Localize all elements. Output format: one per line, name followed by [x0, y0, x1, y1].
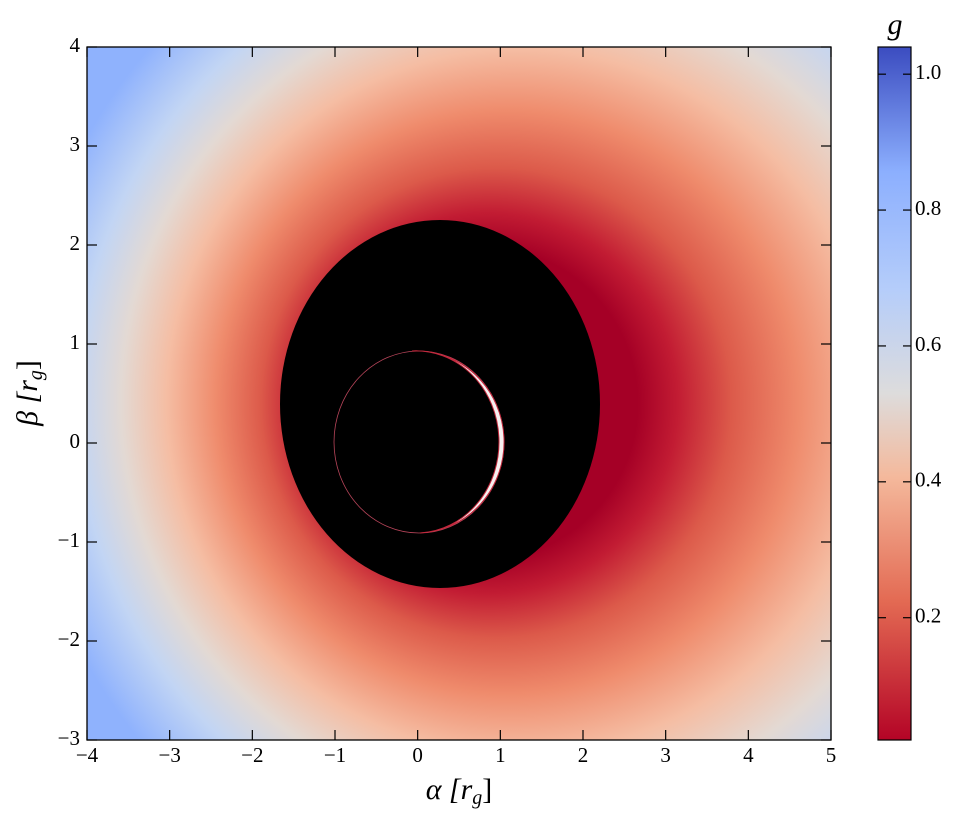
ring-crescent: [411, 350, 505, 534]
x-tick-label: −1: [324, 743, 346, 767]
x-tick-label: −3: [158, 743, 180, 767]
x-tick-label: 4: [743, 743, 754, 767]
plot-frame: [86, 46, 832, 741]
colorbar-tick-label: 0.6: [915, 332, 941, 356]
image: [87, 47, 831, 740]
colorbar-tick-label: 0.2: [915, 604, 941, 628]
y-tick-label: −2: [58, 627, 80, 651]
y-tick-label: 2: [70, 231, 81, 255]
y-tick-label: 3: [70, 132, 81, 156]
y-tick-label: 4: [70, 33, 81, 57]
y-tick-label: −3: [58, 726, 80, 750]
colorbar-tick-label: 0.4: [915, 468, 942, 492]
y-tick-label: 0: [70, 429, 81, 453]
x-tick-label: 1: [495, 743, 506, 767]
y-tick-label: −1: [58, 528, 80, 552]
x-tick-label: 5: [826, 743, 837, 767]
colorbar: [877, 46, 912, 741]
colorbar-label: g: [888, 8, 903, 41]
colorbar-tick-label: 1.0: [915, 60, 941, 84]
x-axis-label: α [rg]: [426, 773, 493, 809]
x-tick-label: 3: [660, 743, 671, 767]
y-axis-label: β [rg]: [11, 360, 47, 427]
x-tick-label: −4: [76, 743, 99, 767]
y-tick-label: 1: [70, 330, 81, 354]
x-tick-label: −2: [241, 743, 263, 767]
x-tick-label: 2: [578, 743, 589, 767]
colorbar-tick-label: 0.8: [915, 196, 941, 220]
x-tick-label: 0: [412, 743, 423, 767]
